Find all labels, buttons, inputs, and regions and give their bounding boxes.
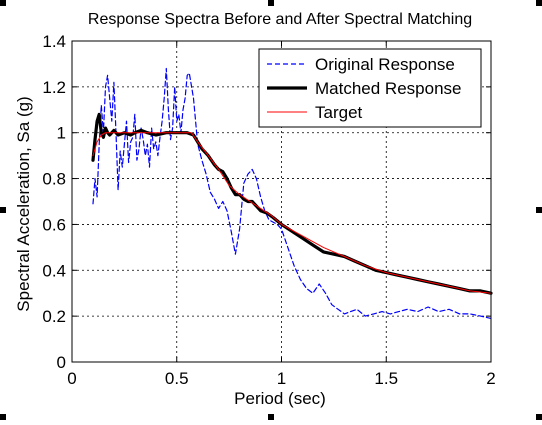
series-layer: [91, 67, 493, 319]
selection-handle-top-center[interactable]: [268, 0, 274, 6]
axes-layer: [71, 40, 492, 363]
y-tick-label: 0.6: [42, 215, 66, 234]
series-line-target: [92, 132, 492, 294]
selection-handle-bottom-right[interactable]: [536, 414, 542, 420]
selection-handle-middle-right[interactable]: [536, 207, 542, 213]
x-tick-label: 0.5: [165, 369, 189, 388]
y-tick-label: 0.8: [42, 170, 66, 189]
selection-handle-middle-left[interactable]: [0, 207, 6, 213]
y-tick-label: 1.2: [42, 78, 66, 97]
selection-handle-bottom-left[interactable]: [0, 414, 6, 420]
legend-label-matched-response: Matched Response: [315, 79, 461, 98]
chart-title: Response Spectra Before and After Spectr…: [88, 11, 472, 28]
y-axis-label: Spectral Acceleration, Sa (g): [14, 96, 33, 311]
x-axis-label: Period (sec): [234, 389, 326, 408]
series-line-original-response: [92, 67, 492, 319]
selection-handle-top-right[interactable]: [536, 0, 542, 6]
y-tick-label: 0.4: [42, 261, 66, 280]
x-tick-label: 2: [486, 369, 495, 388]
y-tick-label: 0: [57, 353, 66, 372]
y-tick-label: 1: [57, 124, 66, 143]
legend-label-target: Target: [315, 103, 363, 122]
legend-label-original-response: Original Response: [315, 55, 455, 74]
x-tick-label: 1.5: [374, 369, 398, 388]
selection-handle-top-left[interactable]: [0, 0, 6, 6]
y-tick-label: 1.4: [42, 32, 66, 51]
tick-layer: 0 0.5 1 1.5 2 0 0.2 0.4 0.6 0.8 1 1.2 1.4: [42, 32, 495, 388]
selection-handle-bottom-center[interactable]: [268, 414, 274, 420]
x-tick-label: 0: [67, 369, 76, 388]
legend: Original Response Matched Response Target: [258, 48, 482, 128]
x-tick-label: 1: [277, 369, 286, 388]
y-tick-label: 0.2: [42, 307, 66, 326]
